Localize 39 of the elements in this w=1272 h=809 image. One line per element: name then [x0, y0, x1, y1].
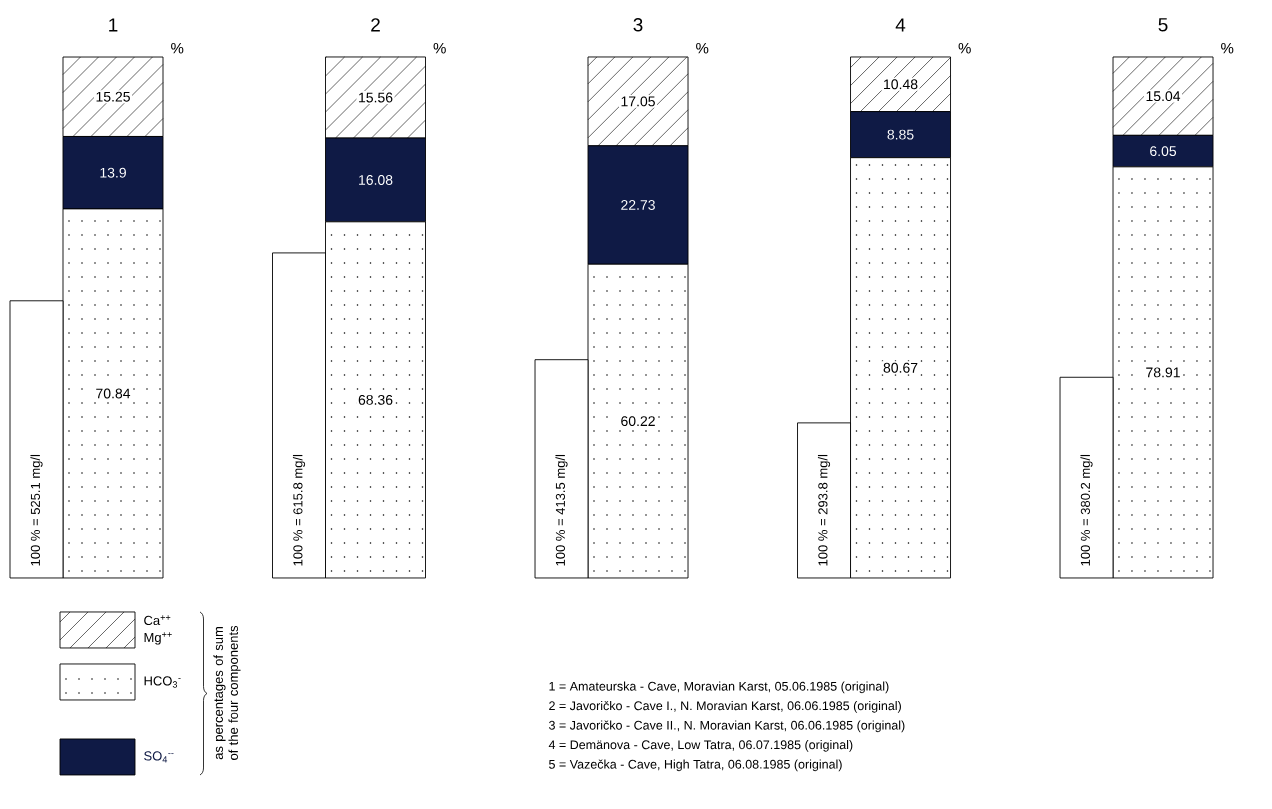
- text: 5 = Vazečka - Cave, High Tatra, 06.08.1985 (original): [549, 759, 842, 772]
- data-label: 100 % = 413.5 mg/l: [555, 454, 568, 566]
- text: Ca$^{++}$ Mg$^{++}$: [144, 615, 172, 645]
- data-label: 100 % = 293.8 mg/l: [817, 454, 831, 566]
- data-label: 100 % = 615.8 mg/l: [292, 454, 306, 566]
- data-label: 80.67: [883, 362, 918, 373]
- x-tick-label: 4: [895, 18, 906, 32]
- x-tick-label: 2: [371, 18, 380, 32]
- data-label: 70.84: [96, 388, 131, 399]
- text: %: [171, 42, 184, 54]
- data-label: 100 % = 525.1 mg/l: [30, 454, 43, 566]
- data-label: 17.05: [621, 96, 655, 107]
- y-axis-title: %: [1221, 42, 1234, 54]
- text: 2 = Javoričko - Cave I., N. Moravian Karst, 06.06.1985 (original): [549, 700, 901, 713]
- data-label: 15.56: [359, 92, 393, 103]
- data-label: 8.85: [887, 129, 914, 140]
- legend-title: as percentages of sum of the four components: [213, 625, 241, 761]
- text: 3 = Javoričko - Cave II., N. Moravian Karst, 06.06.1985 (original): [548, 720, 905, 733]
- text: %: [696, 42, 709, 54]
- data-label: 15.04: [1146, 91, 1181, 102]
- data-label: 6.05: [1150, 146, 1177, 157]
- data-label: 22.73: [621, 200, 655, 210]
- data-label: 68.36: [358, 394, 393, 405]
- legend-label: HCO$_{3}$-: [144, 676, 181, 688]
- text: 4 = Demänova - Cave, Low Tatra, 06.07.1985 (original): [548, 740, 853, 752]
- text: SO$_{4}$--: [144, 751, 174, 763]
- data-label: 15.25: [96, 91, 130, 102]
- data-label: 16.08: [359, 174, 393, 185]
- text: %: [433, 42, 446, 54]
- text: %: [958, 42, 971, 54]
- text: 1 = Amateurska - Cave, Moravian Karst, 05.06.1985 (original): [549, 681, 889, 694]
- data-label: 78.91: [1146, 367, 1180, 378]
- data-label: 10.48: [884, 79, 918, 90]
- x-tick-label: 3: [633, 18, 643, 32]
- x-tick-label: 5: [1158, 18, 1168, 32]
- data-label: 13.9: [100, 167, 126, 178]
- data-label: 60.22: [621, 416, 655, 427]
- x-tick-label: 1: [109, 18, 118, 32]
- data-label: 100 % = 380.2 mg/l: [1080, 454, 1093, 566]
